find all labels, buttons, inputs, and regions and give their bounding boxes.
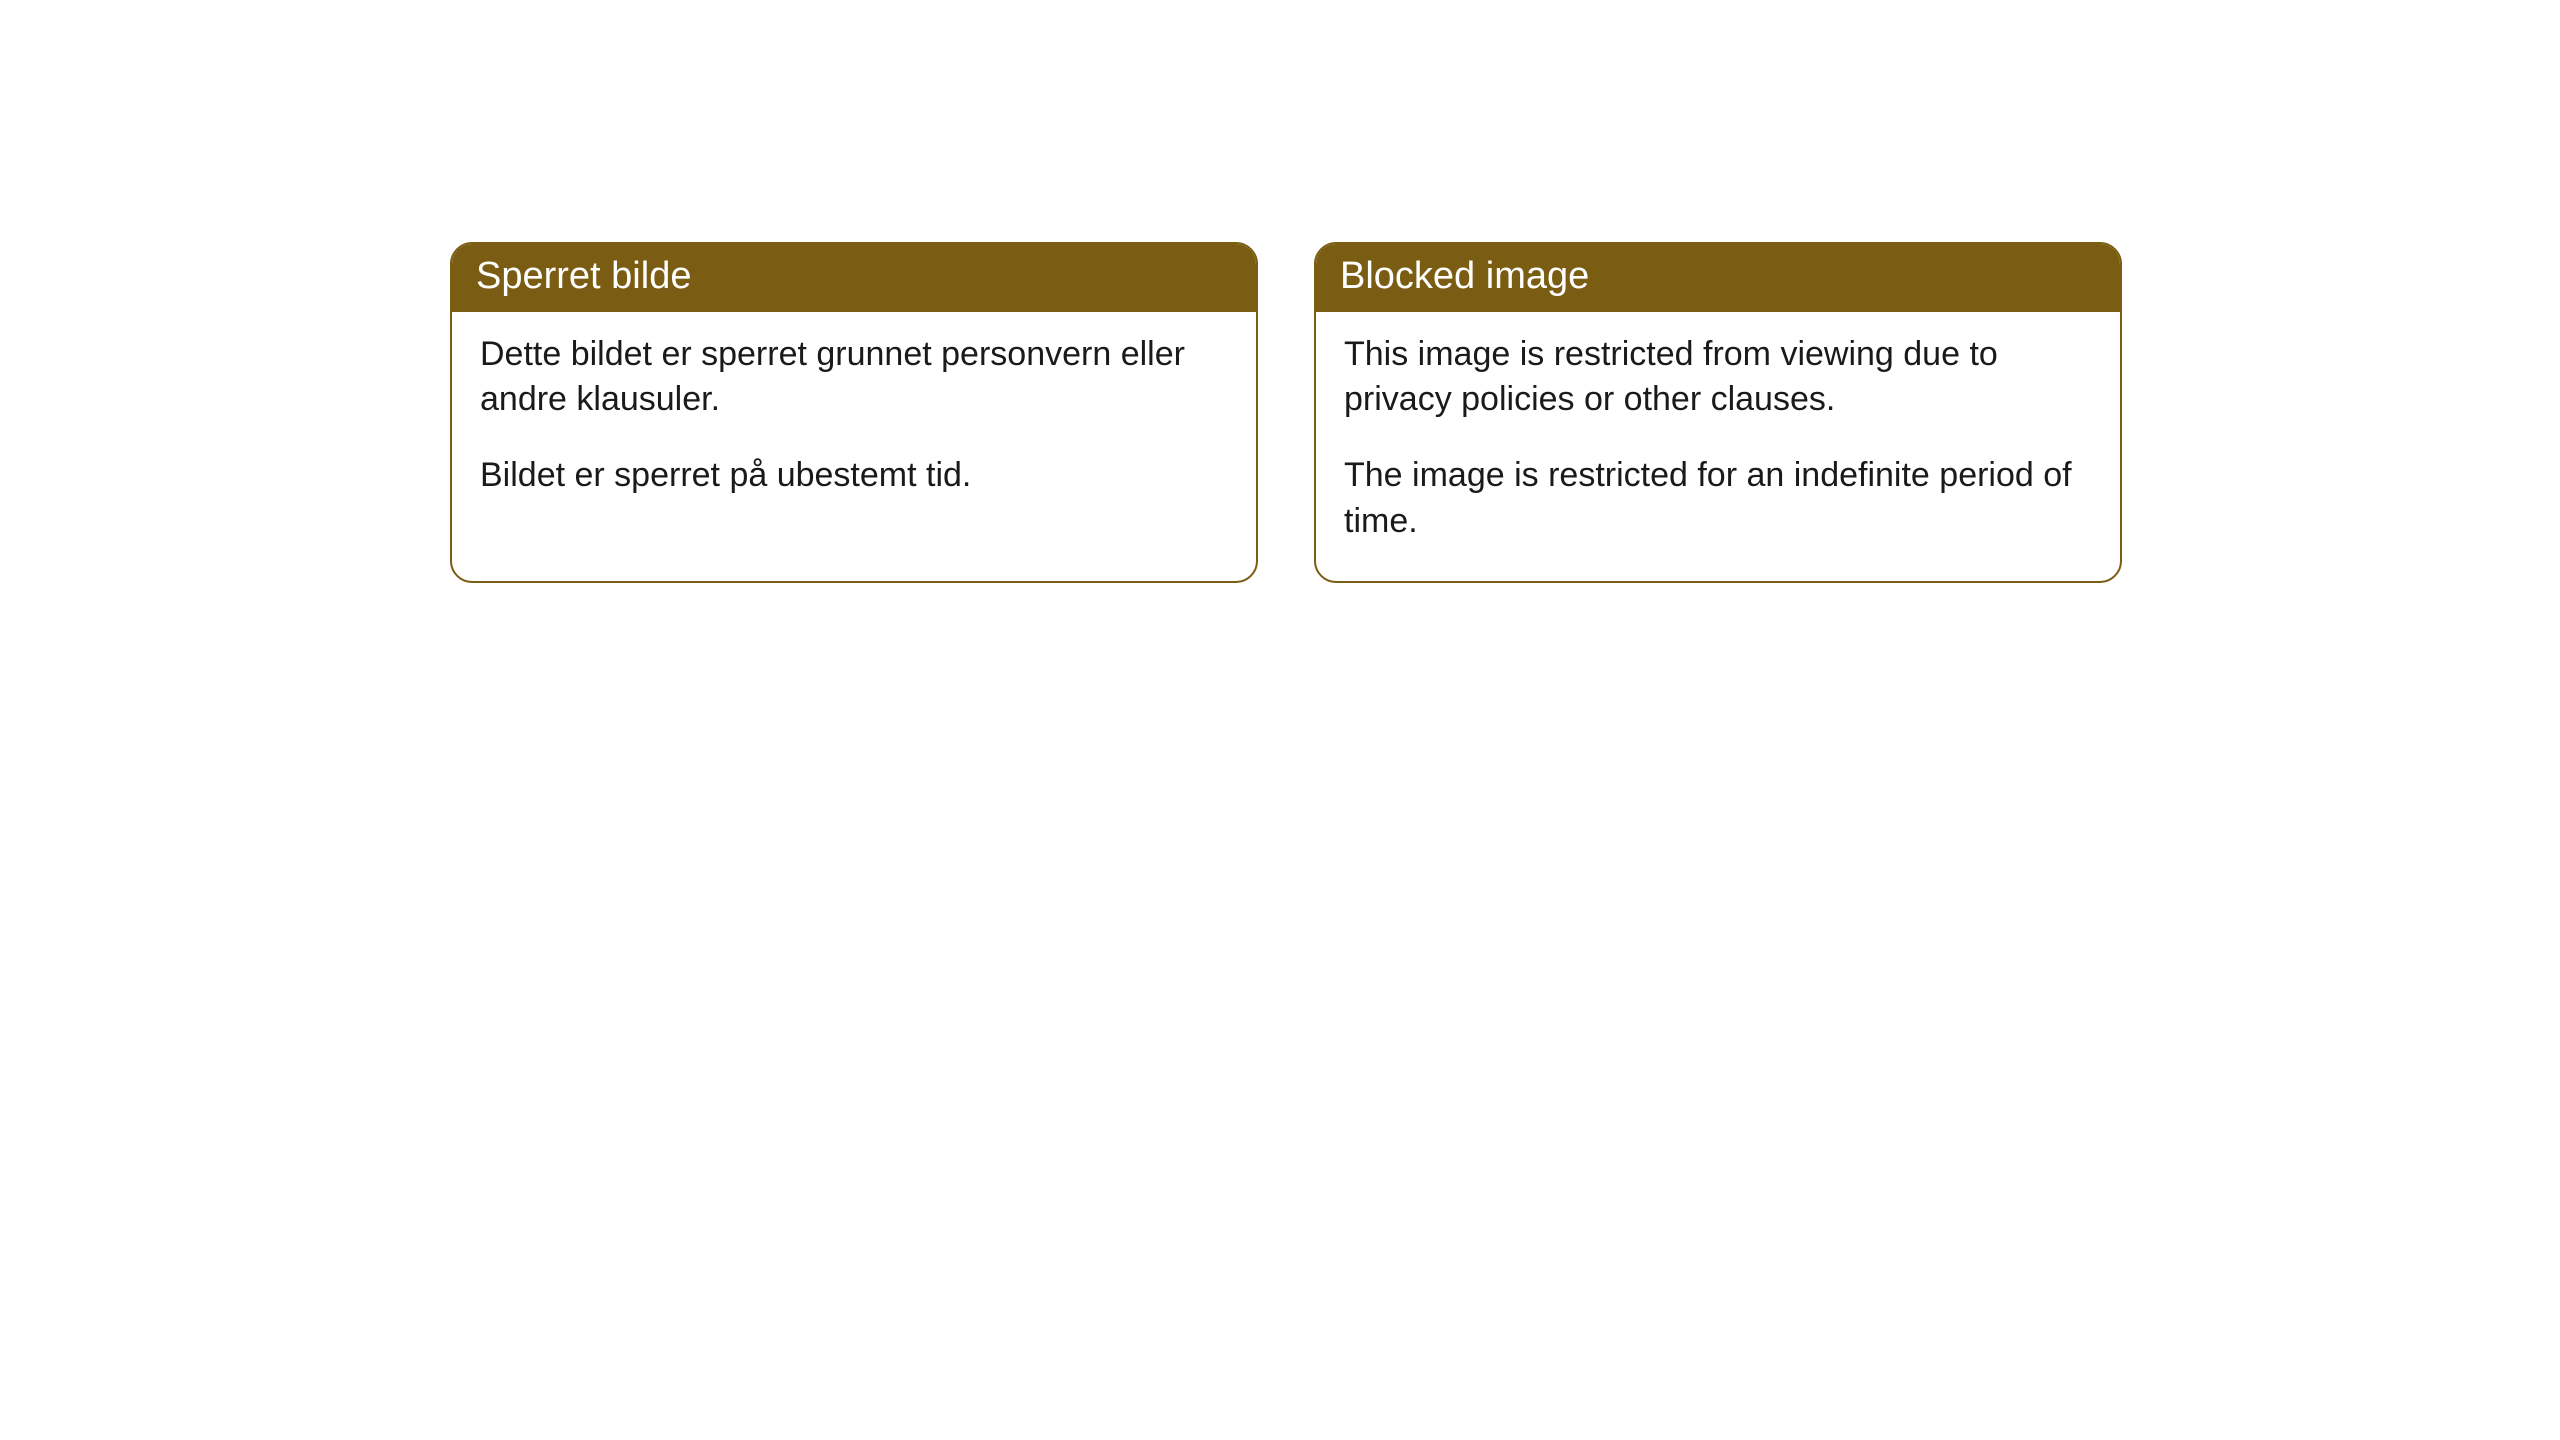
notice-container: Sperret bilde Dette bildet er sperret gr… [0, 0, 2560, 583]
notice-body-norwegian: Dette bildet er sperret grunnet personve… [452, 312, 1256, 536]
notice-header-norwegian: Sperret bilde [452, 244, 1256, 312]
notice-text-norwegian-2: Bildet er sperret på ubestemt tid. [480, 453, 1228, 499]
notice-card-english: Blocked image This image is restricted f… [1314, 242, 2122, 583]
notice-header-english: Blocked image [1316, 244, 2120, 312]
notice-card-norwegian: Sperret bilde Dette bildet er sperret gr… [450, 242, 1258, 583]
notice-text-english-2: The image is restricted for an indefinit… [1344, 453, 2092, 545]
notice-text-norwegian-1: Dette bildet er sperret grunnet personve… [480, 332, 1228, 424]
notice-text-english-1: This image is restricted from viewing du… [1344, 332, 2092, 424]
notice-body-english: This image is restricted from viewing du… [1316, 312, 2120, 582]
